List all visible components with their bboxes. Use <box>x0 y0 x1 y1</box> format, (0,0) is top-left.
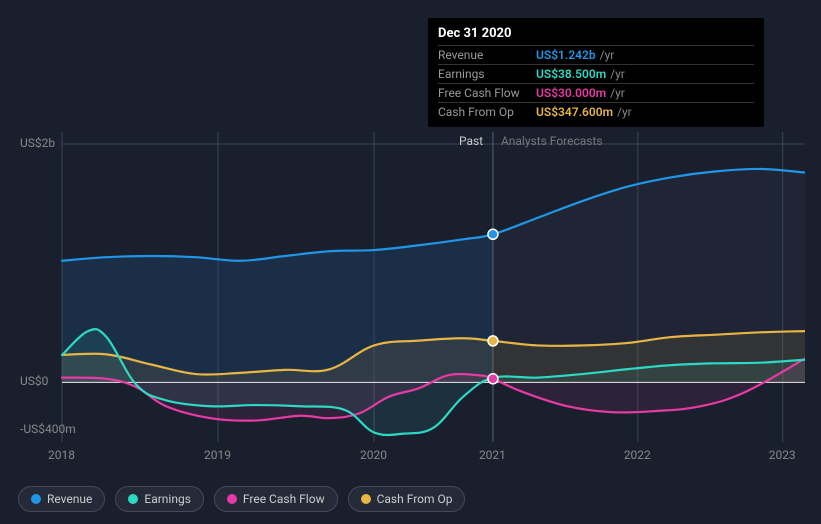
forecast-period-label: Analysts Forecasts <box>501 134 603 148</box>
legend: Revenue Earnings Free Cash Flow Cash Fro… <box>18 486 465 512</box>
tooltip-row: EarningsUS$38.500m/yr <box>438 64 754 83</box>
tooltip-row: Cash From OpUS$347.600m/yr <box>438 102 754 121</box>
y-axis-label: US$2b <box>20 136 55 150</box>
x-axis-label: 2018 <box>48 448 75 462</box>
past-period-label: Past <box>459 134 483 148</box>
chart-area <box>18 118 805 446</box>
x-axis-label: 2022 <box>624 448 651 462</box>
legend-earnings[interactable]: Earnings <box>115 486 204 512</box>
y-axis-label: -US$400m <box>20 422 76 436</box>
legend-label: Earnings <box>144 492 191 506</box>
legend-revenue[interactable]: Revenue <box>18 486 105 512</box>
x-axis-label: 2021 <box>479 448 506 462</box>
chart-tooltip: Dec 31 2020 RevenueUS$1.242b/yrEarningsU… <box>428 18 764 127</box>
legend-label: Free Cash Flow <box>243 492 325 506</box>
tooltip-date: Dec 31 2020 <box>438 24 754 45</box>
legend-cfo[interactable]: Cash From Op <box>348 486 466 512</box>
x-axis-label: 2020 <box>360 448 387 462</box>
tooltip-row: RevenueUS$1.242b/yr <box>438 45 754 64</box>
legend-label: Revenue <box>47 492 92 506</box>
x-axis-label: 2019 <box>204 448 231 462</box>
legend-label: Cash From Op <box>377 492 453 506</box>
tooltip-row: Free Cash FlowUS$30.000m/yr <box>438 83 754 102</box>
x-axis-label: 2023 <box>769 448 796 462</box>
y-axis-label: US$0 <box>20 374 48 388</box>
legend-fcf[interactable]: Free Cash Flow <box>214 486 338 512</box>
line-chart[interactable] <box>18 118 805 446</box>
